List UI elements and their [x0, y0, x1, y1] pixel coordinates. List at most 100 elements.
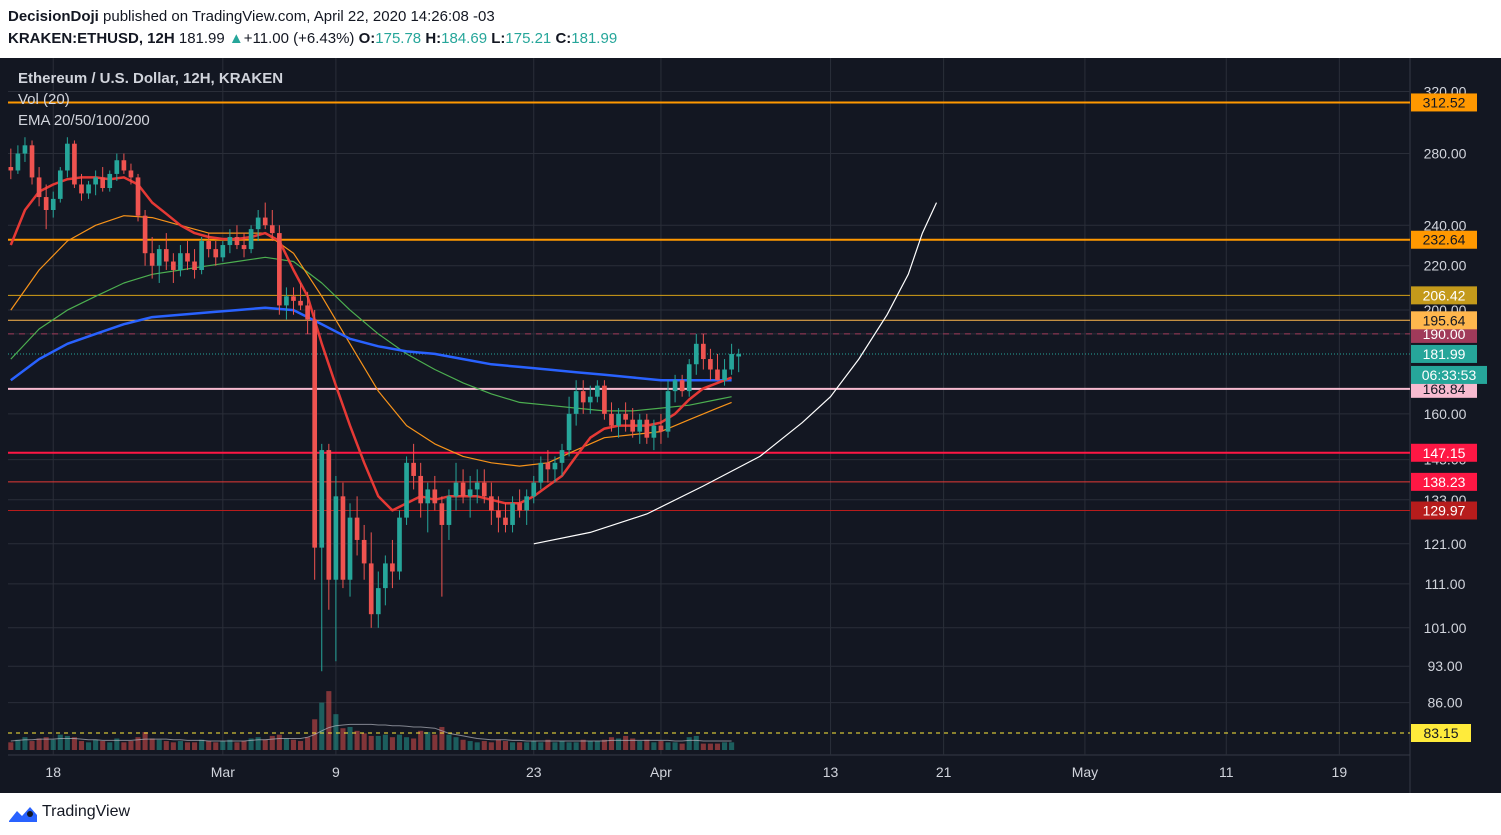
candle-body — [616, 413, 621, 426]
parabolic-curve — [533, 202, 938, 545]
volume-bar — [658, 741, 664, 750]
y-tick-label: 86.00 — [1427, 695, 1462, 711]
candle-body — [227, 237, 233, 246]
candle-body — [220, 245, 226, 258]
volume-bar — [368, 735, 374, 750]
x-tick-label: 18 — [45, 764, 61, 780]
candle-body — [623, 413, 628, 420]
candle-body — [368, 563, 374, 615]
y-tick-label: 240.00 — [1424, 217, 1467, 233]
candle-body — [298, 300, 303, 306]
candle-body — [679, 380, 685, 392]
candle-body — [262, 217, 268, 226]
ema50-line — [10, 215, 732, 467]
candle-body — [326, 450, 332, 580]
candle-body — [708, 359, 713, 370]
open-label: O: — [358, 30, 376, 47]
volume-bar — [531, 741, 537, 750]
volume-bar — [326, 691, 332, 750]
candle-body — [361, 539, 367, 564]
volume-bar — [453, 737, 459, 750]
volume-bar — [729, 742, 735, 750]
candle-body — [29, 145, 35, 178]
volume-bar — [495, 739, 501, 750]
chart-footer: TradingView — [0, 793, 1501, 835]
y-tick-label: 160.00 — [1424, 406, 1467, 422]
volume-bar — [177, 741, 183, 750]
volume-bar — [8, 742, 14, 750]
volume-bar — [206, 741, 212, 750]
last-price-tag-box — [1411, 344, 1477, 363]
volume-bar — [333, 714, 339, 750]
legend-title[interactable]: Ethereum / U.S. Dollar, 12H, KRAKEN — [18, 70, 284, 87]
volume-bar — [298, 741, 304, 750]
volume-tag: 83.15 — [1423, 725, 1458, 741]
volume-bar — [241, 741, 247, 750]
level-tag: 138.23 — [1423, 474, 1466, 490]
price-chart[interactable]: 320.00280.00240.00220.00200.00190.00160.… — [0, 58, 1501, 793]
dashed-level-tag: 190.00 — [1423, 326, 1466, 342]
countdown-tag: 06:33:53 — [1422, 367, 1477, 383]
volume-bar — [693, 735, 699, 750]
high-label: H: — [425, 30, 442, 47]
published-text: published on TradingView.com, April 22, … — [103, 8, 495, 25]
candle-body — [128, 170, 134, 178]
level-tag-box — [1411, 93, 1477, 112]
volume-bar — [623, 735, 629, 750]
legend-volume[interactable]: Vol (20) — [18, 91, 70, 108]
volume-bar — [255, 737, 261, 750]
candle-body — [185, 253, 190, 262]
volume-bar — [149, 738, 155, 750]
candle-body — [114, 160, 120, 174]
volume-bar — [100, 741, 106, 750]
volume-bar — [354, 730, 360, 750]
candle-body — [43, 197, 49, 211]
volume-bar — [446, 734, 452, 750]
candle-body — [503, 517, 508, 525]
high-value: 184.69 — [441, 30, 488, 47]
dashed-level-tag-box — [1411, 324, 1477, 343]
volume-bar — [418, 730, 424, 750]
candle-body — [86, 184, 91, 194]
candle-body — [587, 396, 593, 403]
candle-body — [531, 482, 537, 497]
candle-body — [277, 233, 282, 306]
level-tag: 312.52 — [1423, 94, 1466, 110]
candle-body — [312, 319, 318, 548]
candle-body — [319, 450, 325, 548]
volume-bar — [488, 742, 494, 750]
volume-bar — [135, 737, 141, 750]
candle-body — [517, 503, 522, 511]
volume-bar — [22, 737, 28, 750]
candle-body — [156, 249, 162, 266]
chart-area[interactable]: 320.00280.00240.00220.00200.00190.00160.… — [0, 58, 1501, 793]
candle-body — [637, 419, 643, 432]
volume-bar — [170, 742, 176, 750]
candle-body — [722, 369, 727, 381]
volume-bar — [587, 741, 593, 750]
candle-body — [248, 229, 254, 250]
level-tag: 195.64 — [1423, 312, 1466, 328]
candle-body — [404, 462, 409, 518]
volume-bar — [545, 739, 551, 750]
level-tag-box — [1411, 501, 1477, 520]
candle-body — [36, 177, 42, 198]
publisher-name[interactable]: DecisionDoji — [8, 8, 99, 25]
tradingview-brand[interactable]: TradingView — [42, 803, 131, 820]
volume-bar — [467, 741, 473, 750]
volume-bar — [672, 742, 678, 750]
level-tag-box — [1411, 311, 1477, 330]
legend-ema[interactable]: EMA 20/50/100/200 — [18, 112, 150, 129]
volume-bar — [319, 702, 325, 750]
close-value: 181.99 — [571, 30, 618, 47]
volume-bar — [36, 738, 42, 750]
volume-bar — [559, 741, 565, 750]
candle-body — [163, 249, 169, 262]
candle-body — [658, 425, 664, 432]
level-tag: 147.15 — [1423, 445, 1466, 461]
low-value: 175.21 — [505, 30, 552, 47]
candle-body — [418, 475, 424, 504]
volume-bar — [15, 739, 21, 750]
candle-body — [15, 153, 21, 171]
candle-body — [57, 170, 63, 199]
